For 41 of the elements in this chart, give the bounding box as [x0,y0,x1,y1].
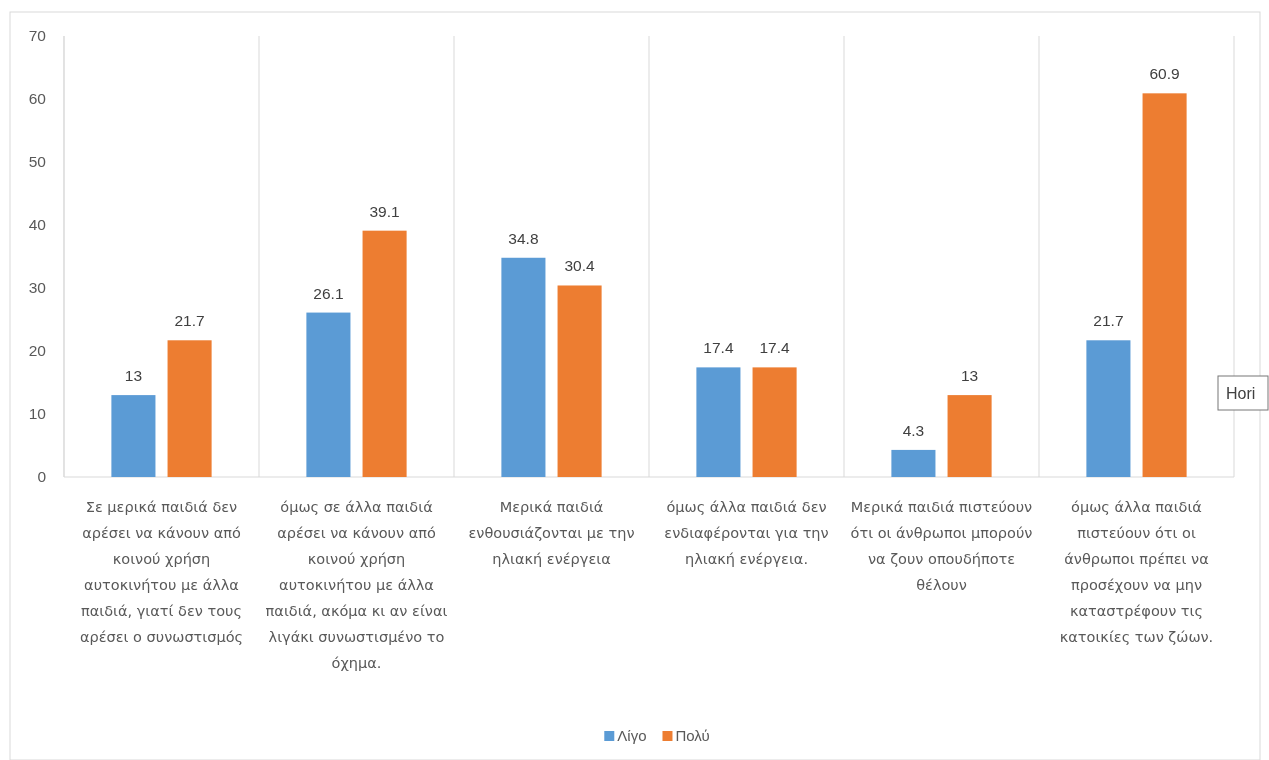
y-tick-label: 50 [28,153,47,171]
data-label: 34.8 [508,229,539,247]
bar [167,340,212,477]
data-label: 21.7 [1093,312,1124,330]
data-label: 13 [960,367,979,385]
bar [362,230,407,477]
bar [1086,340,1131,477]
data-label: 39.1 [369,202,400,220]
data-label: 17.4 [703,339,734,357]
data-label: 4.3 [902,421,925,439]
bar [557,285,602,477]
y-tick-label: 30 [28,279,47,297]
bar [696,367,741,477]
x-tick-label: Σε μερικά παιδιά δεν αρέσει να κάνουν από κοινού χρήση αυτοκινήτου με άλλα παιδιά, γιατί δεν τους αρέσει ο συνωστισμός [79,499,244,645]
bar [947,395,992,477]
annotation: Hori [1226,385,1256,402]
data-label: 30.4 [564,257,596,275]
bar [501,257,546,477]
y-tick-label: 20 [28,342,47,360]
data-label: 13 [124,367,143,385]
bar [752,367,797,477]
x-tick-label: Μερικά παιδιά πιστεύουν ότι οι άνθρωποι μπορούν να ζουν οπουδήποτε θέλουν [850,499,1033,593]
x-tick-label: Μερικά παιδιά ενθουσιάζονται με την ηλιακή ενέργεια [468,499,635,567]
y-tick-label: 70 [28,27,47,45]
y-tick-label: 10 [28,405,47,423]
data-label: 60.9 [1149,65,1180,83]
data-label: 26.1 [313,284,344,302]
bar [111,395,156,477]
y-tick-label: 0 [37,468,47,486]
x-tick-label: όμως σε άλλα παιδιά αρέσει να κάνουν από κοινού χρήση αυτοκινήτου με άλλα παιδιά, ακόμα κι αν είναι λιγάκι συνωστισμένο το όχημα. [265,499,448,671]
bar [1142,93,1187,477]
bar [891,449,936,477]
x-tick-label: όμως άλλα παιδιά δεν ενδιαφέρονται για την ηλιακή ενέργεια. [664,499,829,567]
legend-label: Λίγο [617,727,647,744]
y-tick-label: 40 [28,216,47,234]
data-label: 21.7 [174,312,205,330]
bar [306,312,351,477]
x-tick-label: όμως άλλα παιδιά πιστεύουν ότι οι άνθρωποι πρέπει να προσέχουν να μην καταστρέφουν τις κατοικίες των ζώων. [1059,499,1214,645]
legend-label: Πολύ [675,727,710,744]
data-label: 17.4 [759,339,791,357]
y-tick-label: 60 [28,90,47,108]
